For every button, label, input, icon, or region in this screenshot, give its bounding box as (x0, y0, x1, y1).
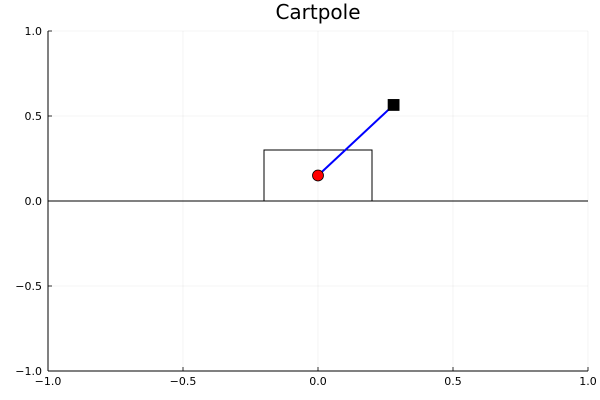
cart-body (263, 149, 373, 202)
pole-tip-marker (387, 99, 400, 111)
y-axis-ticks: −1.0 −0.5 0.0 0.5 1.0 (15, 25, 52, 378)
x-tick-label: 0.5 (444, 375, 462, 388)
y-tick-label: −1.0 (15, 365, 42, 378)
y-tick-label: 0.5 (25, 110, 43, 123)
x-tick-label: 1.0 (579, 375, 597, 388)
y-tick-label: −0.5 (15, 280, 42, 293)
x-tick-label: −1.0 (35, 375, 62, 388)
y-tick-label: 1.0 (25, 25, 43, 38)
x-tick-label: −0.5 (170, 375, 197, 388)
x-axis-ticks: −1.0 −0.5 0.0 0.5 1.0 (35, 367, 597, 388)
cartpole-marks (48, 99, 588, 202)
chart-title: Cartpole (275, 0, 360, 24)
pivot-marker (312, 169, 324, 182)
pole-line (317, 104, 395, 177)
x-tick-label: 0.0 (309, 375, 327, 388)
y-tick-label: 0.0 (25, 195, 43, 208)
